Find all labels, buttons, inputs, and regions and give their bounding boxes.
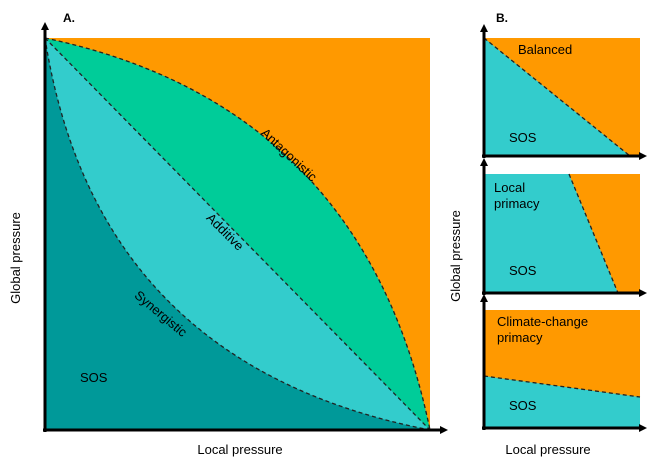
panel-a: A. Antagonistic Additive Synergistic SOS… (8, 11, 448, 457)
synergistic-region (45, 38, 430, 430)
panel-b-label: B. (496, 11, 508, 25)
boundary-line (483, 37, 631, 157)
sos-label: SOS (509, 130, 537, 145)
additive-line (44, 37, 431, 431)
climate-change-primacy-label: Climate-change primacy (497, 314, 592, 345)
local-primacy-label: Local primacy (494, 180, 540, 211)
climate-change-primacy-line-1: Climate-change (497, 314, 588, 329)
panel-b: B. Balanced SOS Local primacy SOS (448, 11, 647, 457)
sos-region (484, 174, 618, 293)
panel-a-label: A. (63, 11, 75, 25)
antagonistic-curve (44, 37, 431, 431)
local-primacy-line-1: Local (494, 180, 525, 195)
local-primacy-line-2: primacy (494, 196, 540, 211)
y-axis-label-a: Global pressure (8, 212, 23, 304)
sos-label: SOS (509, 398, 537, 413)
sos-label: SOS (509, 263, 537, 278)
climate-change-primacy-line-2: primacy (497, 330, 543, 345)
sos-region (484, 376, 640, 428)
boundary-line (483, 375, 641, 398)
balanced-label: Balanced (518, 42, 572, 57)
x-axis-label-a: Local pressure (197, 442, 282, 457)
boundary-line (568, 173, 619, 294)
subpanel-balanced: Balanced SOS (480, 24, 647, 160)
x-axis-label-b: Local pressure (505, 442, 590, 457)
subpanel-local-primacy: Local primacy SOS (480, 158, 647, 297)
y-axis-label-b: Global pressure (448, 210, 463, 302)
sos-label-a: SOS (80, 370, 108, 385)
subpanel-climate-change-primacy: Climate-change primacy SOS (480, 294, 647, 432)
synergistic-curve (44, 37, 431, 431)
